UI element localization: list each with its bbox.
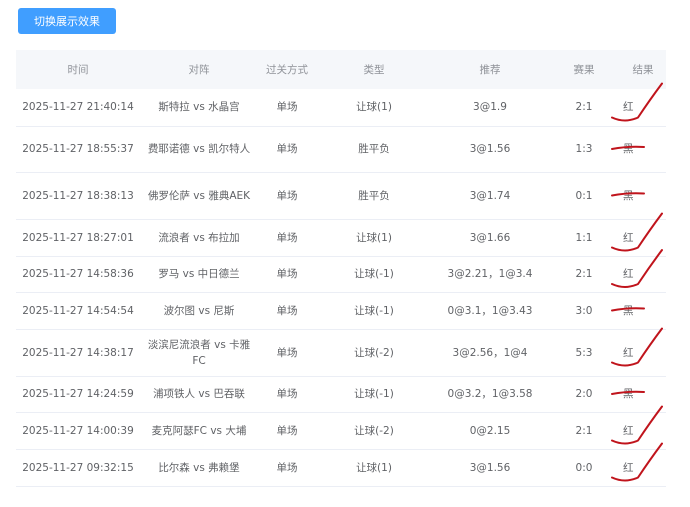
cell-type: 让球(-1) (316, 376, 432, 413)
cell-rec: 3@1.74 (432, 172, 548, 220)
cell-result: 红 (620, 256, 666, 293)
cell-type: 让球(-1) (316, 256, 432, 293)
cell-score: 1:1 (548, 219, 620, 257)
cell-score: 2:1 (548, 89, 620, 127)
cell-match: 比尔森 vs 弗赖堡 (140, 449, 258, 487)
cell-type: 让球(1) (316, 219, 432, 257)
cell-match: 浦项铁人 vs 巴吞联 (140, 376, 258, 413)
cell-time: 2025-11-27 14:00:39 (16, 412, 140, 450)
cell-time: 2025-11-27 21:40:14 (16, 89, 140, 127)
table-row: 2025-11-27 18:55:37 费耶诺德 vs 凯尔特人 单场 胜平负 3@1.… (16, 126, 666, 173)
table-row: 2025-11-27 18:27:01 流浪者 vs 布拉加 单场 让球(1) 3@1.… (16, 219, 666, 257)
cell-time: 2025-11-27 18:27:01 (16, 219, 140, 257)
cell-rec: 3@1.9 (432, 89, 548, 127)
cell-score: 1:3 (548, 126, 620, 173)
cell-match: 流浪者 vs 布拉加 (140, 219, 258, 257)
cell-pass: 单场 (258, 329, 316, 377)
cell-score: 3:0 (548, 292, 620, 330)
column-header[interactable]: 类型 (316, 50, 432, 89)
cell-pass: 单场 (258, 412, 316, 450)
cell-pass: 单场 (258, 126, 316, 173)
cell-match: 淡滨尼流浪者 vs 卡雅FC (140, 329, 258, 377)
cell-rec: 3@1.56 (432, 449, 548, 487)
table-row: 2025-11-27 14:00:39 麦克阿瑟FC vs 大埔 单场 让球(-2) 0… (16, 412, 666, 450)
cell-result: 黑 (620, 376, 666, 413)
column-header[interactable]: 结果 (620, 50, 666, 89)
cell-match: 费耶诺德 vs 凯尔特人 (140, 126, 258, 173)
column-header[interactable]: 过关方式 (258, 50, 316, 89)
cell-match: 斯特拉 vs 水晶宫 (140, 89, 258, 127)
column-header[interactable]: 对阵 (140, 50, 258, 89)
cell-type: 胜平负 (316, 126, 432, 173)
table-row: 2025-11-27 09:32:15 比尔森 vs 弗赖堡 单场 让球(1) 3@1.… (16, 449, 666, 487)
table-row: 2025-11-27 14:58:36 罗马 vs 中日德兰 单场 让球(-1) 3@2… (16, 256, 666, 293)
cell-rec: 3@2.21，1@3.4 (432, 256, 548, 293)
table-row: 2025-11-27 14:54:54 波尔图 vs 尼斯 单场 让球(-1) 0@3.… (16, 292, 666, 330)
cell-result: 红 (620, 329, 666, 377)
cell-type: 让球(1) (316, 89, 432, 127)
cell-pass: 单场 (258, 219, 316, 257)
cell-result: 红 (620, 412, 666, 450)
cell-match: 麦克阿瑟FC vs 大埔 (140, 412, 258, 450)
column-header[interactable]: 时间 (16, 50, 140, 89)
cell-match: 罗马 vs 中日德兰 (140, 256, 258, 293)
cell-time: 2025-11-27 18:55:37 (16, 126, 140, 173)
cell-time: 2025-11-27 14:54:54 (16, 292, 140, 330)
cell-result: 红 (620, 219, 666, 257)
cell-result: 黑 (620, 126, 666, 173)
column-header[interactable]: 推荐 (432, 50, 548, 89)
results-table: 时间 对阵 过关方式 类型 推荐 赛果 结果 2025-11-27 21:40:14 斯特拉 … (16, 50, 666, 487)
cell-score: 0:0 (548, 449, 620, 487)
cell-score: 0:1 (548, 172, 620, 220)
cell-rec: 0@3.1，1@3.43 (432, 292, 548, 330)
cell-match: 佛罗伦萨 vs 雅典AEK (140, 172, 258, 220)
cell-type: 让球(-2) (316, 412, 432, 450)
cell-time: 2025-11-27 18:38:13 (16, 172, 140, 220)
cell-result: 红 (620, 89, 666, 127)
cell-match: 波尔图 vs 尼斯 (140, 292, 258, 330)
table-row: 2025-11-27 21:40:14 斯特拉 vs 水晶宫 单场 让球(1) 3@1.… (16, 89, 666, 127)
cell-pass: 单场 (258, 89, 316, 127)
table-row: 2025-11-27 14:24:59 浦项铁人 vs 巴吞联 单场 让球(-1) 0@… (16, 376, 666, 413)
cell-time: 2025-11-27 14:24:59 (16, 376, 140, 413)
cell-time: 2025-11-27 14:38:17 (16, 329, 140, 377)
cell-pass: 单场 (258, 256, 316, 293)
cell-score: 2:1 (548, 412, 620, 450)
cell-result: 红 (620, 449, 666, 487)
cell-result: 黑 (620, 172, 666, 220)
cell-rec: 3@1.56 (432, 126, 548, 173)
cell-type: 让球(1) (316, 449, 432, 487)
table-row: 2025-11-27 18:38:13 佛罗伦萨 vs 雅典AEK 单场 胜平负 3@1… (16, 172, 666, 220)
cell-rec: 3@2.56，1@4 (432, 329, 548, 377)
cell-type: 胜平负 (316, 172, 432, 220)
cell-score: 2:0 (548, 376, 620, 413)
cell-time: 2025-11-27 14:58:36 (16, 256, 140, 293)
cell-pass: 单场 (258, 292, 316, 330)
cell-rec: 0@2.15 (432, 412, 548, 450)
cell-type: 让球(-2) (316, 329, 432, 377)
cell-type: 让球(-1) (316, 292, 432, 330)
table-row: 2025-11-27 14:38:17 淡滨尼流浪者 vs 卡雅FC 单场 让球(-2… (16, 329, 666, 377)
cell-result: 黑 (620, 292, 666, 330)
cell-score: 5:3 (548, 329, 620, 377)
cell-rec: 3@1.66 (432, 219, 548, 257)
cell-pass: 单场 (258, 449, 316, 487)
cell-rec: 0@3.2，1@3.58 (432, 376, 548, 413)
table-header: 时间 对阵 过关方式 类型 推荐 赛果 结果 (16, 50, 666, 89)
cell-pass: 单场 (258, 172, 316, 220)
cell-pass: 单场 (258, 376, 316, 413)
cell-score: 2:1 (548, 256, 620, 293)
column-header[interactable]: 赛果 (548, 50, 620, 89)
cell-time: 2025-11-27 09:32:15 (16, 449, 140, 487)
toggle-display-button[interactable]: 切换展示效果 (18, 8, 116, 34)
